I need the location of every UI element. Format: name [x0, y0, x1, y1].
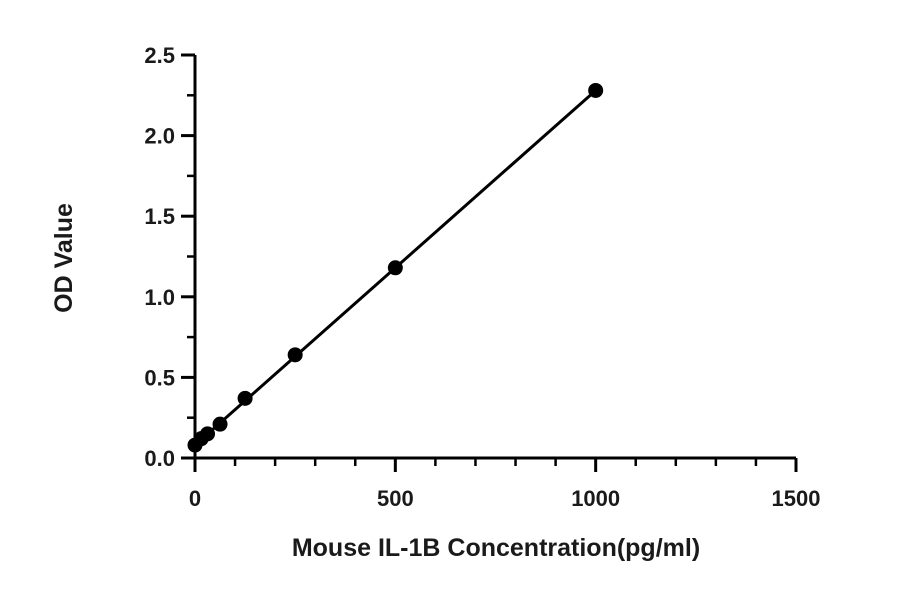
x-tick-label: 1000	[571, 486, 620, 511]
y-tick-label: 2.0	[144, 124, 175, 149]
y-tick-label: 1.5	[144, 204, 175, 229]
y-tick-label: 0.0	[144, 446, 175, 471]
y-tick-label: 1.0	[144, 285, 175, 310]
data-points	[187, 82, 604, 453]
y-tick-label: 0.5	[144, 365, 175, 390]
data-point	[588, 82, 604, 98]
y-axis-title: OD Value	[50, 203, 78, 313]
x-tick-label: 0	[189, 486, 201, 511]
data-point	[287, 347, 303, 363]
data-point	[237, 390, 253, 406]
data-point	[200, 426, 216, 442]
data-point	[387, 260, 403, 276]
axes: 0.0 0.5 1.0 1.5 2.0 2.5 0 500 1000 1500	[144, 43, 820, 511]
data-point	[212, 416, 228, 432]
x-tick-label: 500	[377, 486, 414, 511]
y-tick-label: 2.5	[144, 43, 175, 68]
x-axis-title: Mouse IL-1B Concentration(pg/ml)	[292, 534, 700, 562]
x-tick-label: 1500	[772, 486, 821, 511]
